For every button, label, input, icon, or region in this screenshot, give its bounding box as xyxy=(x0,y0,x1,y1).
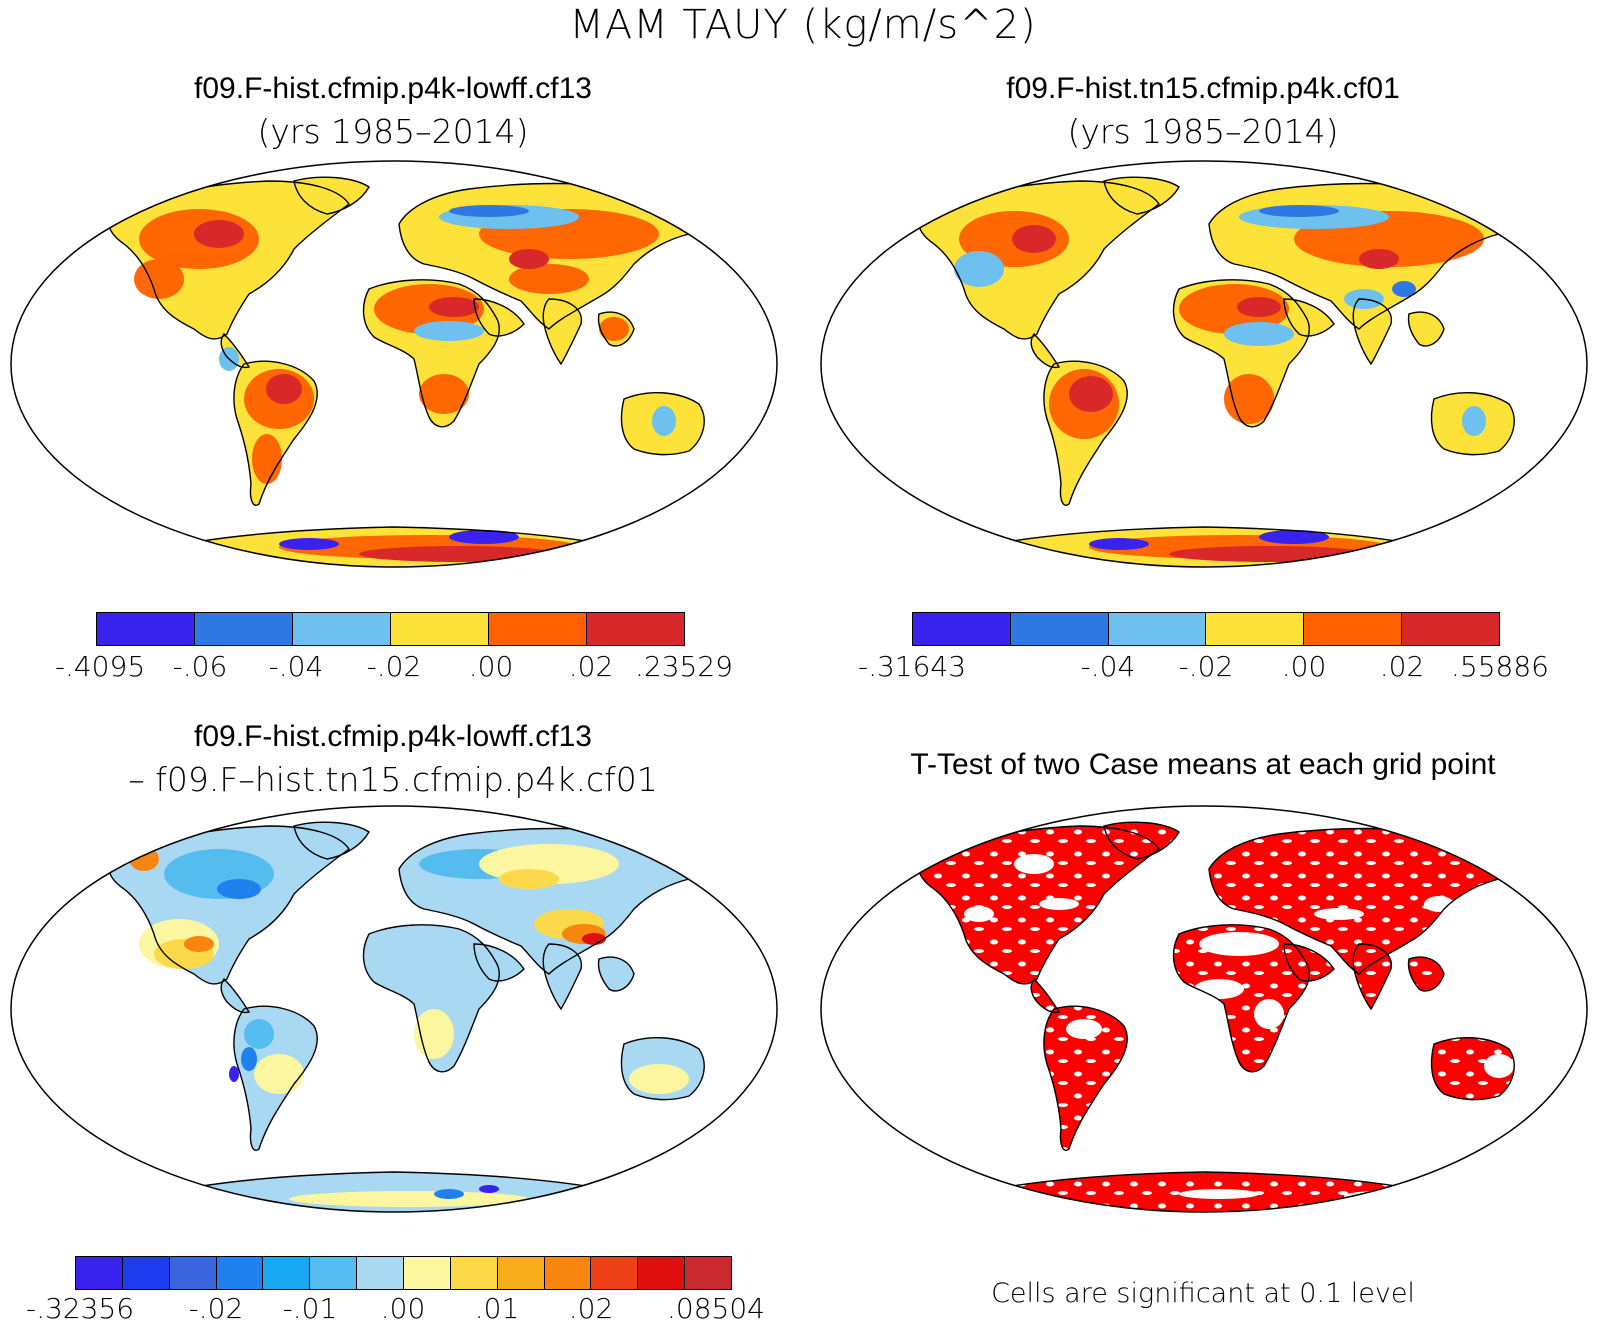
colorbar-swatch xyxy=(913,613,1011,645)
map-top-right xyxy=(820,160,1588,568)
colorbar-swatch xyxy=(450,1257,498,1289)
colorbar-tick-label: .02 xyxy=(568,650,614,683)
colorbar-swatch xyxy=(1010,613,1109,645)
panel-title-bottom-left: f09.F-hist.cfmip.p4k-lowff.cf13 xyxy=(194,720,592,753)
colorbar-swatch xyxy=(122,1257,170,1289)
colorbar-tick-label: -.04 xyxy=(1080,650,1136,683)
colorbar-swatch xyxy=(591,1257,639,1289)
colorbar-swatch xyxy=(587,613,684,645)
colorbar-swatch xyxy=(76,1257,123,1289)
colorbar-tick-label: -.02 xyxy=(188,1292,244,1325)
colorbar-swatch xyxy=(97,613,195,645)
colorbar-tick-label: .01 xyxy=(474,1292,520,1325)
map-top-left xyxy=(10,160,778,568)
colorbar-tick-label: -.4095 xyxy=(54,650,146,683)
colorbar-top-right xyxy=(912,612,1500,646)
colorbar-swatch xyxy=(263,1257,311,1289)
colorbar-tick-label: -.31643 xyxy=(857,650,967,683)
colorbar-top-left xyxy=(96,612,685,646)
colorbar-tick-label: .02 xyxy=(1379,650,1425,683)
colorbar-tick-label: .00 xyxy=(380,1292,426,1325)
panel-title-top-right: f09.F-hist.tn15.cfmip.p4k.cf01 xyxy=(1006,72,1400,105)
colorbar-swatch xyxy=(404,1257,451,1289)
colorbar-tick-label: .23529 xyxy=(635,650,733,683)
colorbar-bottom-left xyxy=(75,1256,732,1290)
colorbar-tick-label: .55886 xyxy=(1451,650,1549,683)
colorbar-swatch xyxy=(391,613,489,645)
colorbar-tick-label: -.06 xyxy=(172,650,228,683)
colorbar-tick-label: .02 xyxy=(568,1292,614,1325)
panel-title-bottom-right: T-Test of two Case means at each grid po… xyxy=(910,748,1496,781)
colorbar-swatch xyxy=(489,613,587,645)
colorbar-swatch xyxy=(544,1257,592,1289)
panel-subtitle-top-right: (yrs 1985–2014) xyxy=(1067,112,1339,151)
colorbar-swatch xyxy=(638,1257,686,1289)
colorbar-swatch xyxy=(169,1257,217,1289)
colorbar-tick-label: -.01 xyxy=(282,1292,338,1325)
colorbar-tick-label: .08504 xyxy=(667,1292,765,1325)
colorbar-swatch xyxy=(497,1257,545,1289)
colorbar-swatch xyxy=(1304,613,1403,645)
colorbar-swatch xyxy=(195,613,293,645)
significance-note: Cells are significant at 0.1 level xyxy=(991,1278,1415,1309)
colorbar-swatch xyxy=(293,613,391,645)
colorbar-swatch xyxy=(310,1257,358,1289)
map-bottom-right xyxy=(820,805,1588,1213)
colorbar-swatch xyxy=(357,1257,405,1289)
colorbar-swatch xyxy=(216,1257,264,1289)
colorbar-swatch xyxy=(1402,613,1499,645)
colorbar-tick-label: -.04 xyxy=(268,650,324,683)
colorbar-tick-label: -.02 xyxy=(366,650,422,683)
map-bottom-left xyxy=(10,805,778,1213)
colorbar-swatch xyxy=(1108,613,1207,645)
colorbar-swatch xyxy=(1206,613,1305,645)
colorbar-tick-label: .00 xyxy=(1281,650,1327,683)
colorbar-tick-label: -.02 xyxy=(1178,650,1234,683)
panel-subtitle-top-left: (yrs 1985–2014) xyxy=(257,112,529,151)
panel-subtitle-bottom-left: – f09.F–hist.tn15.cfmip.p4k.cf01 xyxy=(128,760,658,799)
colorbar-swatch xyxy=(685,1257,732,1289)
colorbar-tick-label: -.32356 xyxy=(25,1292,135,1325)
colorbar-tick-label: .00 xyxy=(468,650,514,683)
panel-title-top-left: f09.F-hist.cfmip.p4k-lowff.cf13 xyxy=(194,72,592,105)
figure-title: MAM TAUY (kg/m/s^2) xyxy=(569,2,1037,48)
